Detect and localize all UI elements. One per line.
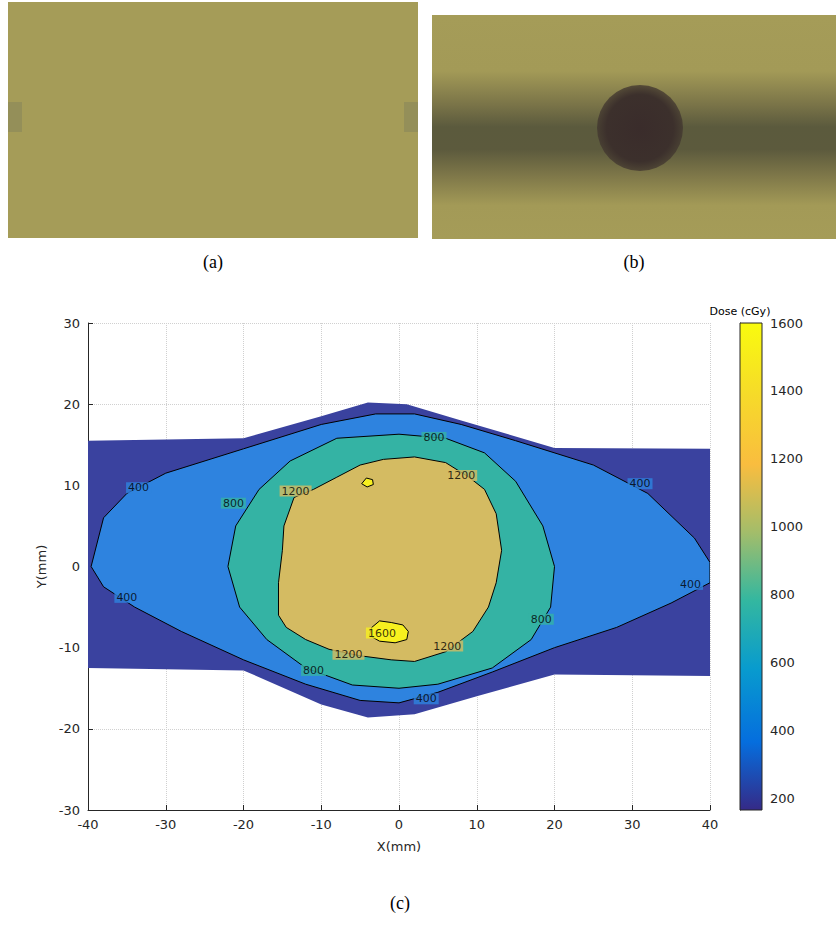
svg-text:0: 0 — [72, 559, 80, 574]
svg-text:40: 40 — [702, 817, 719, 832]
svg-text:1200: 1200 — [433, 640, 461, 653]
svg-text:1000: 1000 — [770, 519, 803, 534]
svg-text:20: 20 — [63, 397, 80, 412]
svg-text:-40: -40 — [77, 817, 98, 832]
html-text:(a): (a) — [203, 252, 223, 272]
svg-text:400: 400 — [128, 481, 149, 494]
svg-text:X(mm): X(mm) — [377, 839, 421, 854]
svg-text:-20: -20 — [233, 817, 254, 832]
svg-text:800: 800 — [223, 497, 244, 510]
svg-text:10: 10 — [63, 478, 80, 493]
svg-text:800: 800 — [423, 431, 444, 444]
html-text:(c): (c) — [390, 893, 410, 913]
svg-text:400: 400 — [680, 578, 701, 591]
svg-text:1400: 1400 — [770, 383, 803, 398]
svg-text:1200: 1200 — [282, 485, 310, 498]
svg-text:200: 200 — [770, 791, 795, 806]
svg-text:Dose (cGy): Dose (cGy) — [710, 305, 771, 318]
svg-text:30: 30 — [63, 316, 80, 331]
svg-text:-20: -20 — [59, 721, 80, 736]
svg-text:800: 800 — [531, 613, 552, 626]
svg-text:-10: -10 — [59, 640, 80, 655]
svg-text:400: 400 — [770, 723, 795, 738]
svg-text:-30: -30 — [59, 803, 80, 818]
svg-text:-30: -30 — [155, 817, 176, 832]
svg-text:400: 400 — [630, 477, 651, 490]
svg-text:400: 400 — [416, 692, 437, 705]
svg-text:1600: 1600 — [368, 627, 396, 640]
svg-text:1600: 1600 — [770, 316, 803, 331]
svg-text:Y(mm): Y(mm) — [34, 545, 49, 589]
svg-text:1200: 1200 — [770, 451, 803, 466]
svg-text:1200: 1200 — [447, 469, 475, 482]
svg-text:800: 800 — [303, 664, 324, 677]
svg-text:30: 30 — [624, 817, 641, 832]
svg-text:1200: 1200 — [334, 648, 362, 661]
svg-text:400: 400 — [116, 591, 137, 604]
svg-text:600: 600 — [770, 655, 795, 670]
svg-text:800: 800 — [770, 587, 795, 602]
html-text:(b): (b) — [623, 252, 645, 272]
svg-text:10: 10 — [468, 817, 485, 832]
svg-text:-10: -10 — [311, 817, 332, 832]
svg-text:0: 0 — [395, 817, 403, 832]
svg-text:20: 20 — [546, 817, 563, 832]
